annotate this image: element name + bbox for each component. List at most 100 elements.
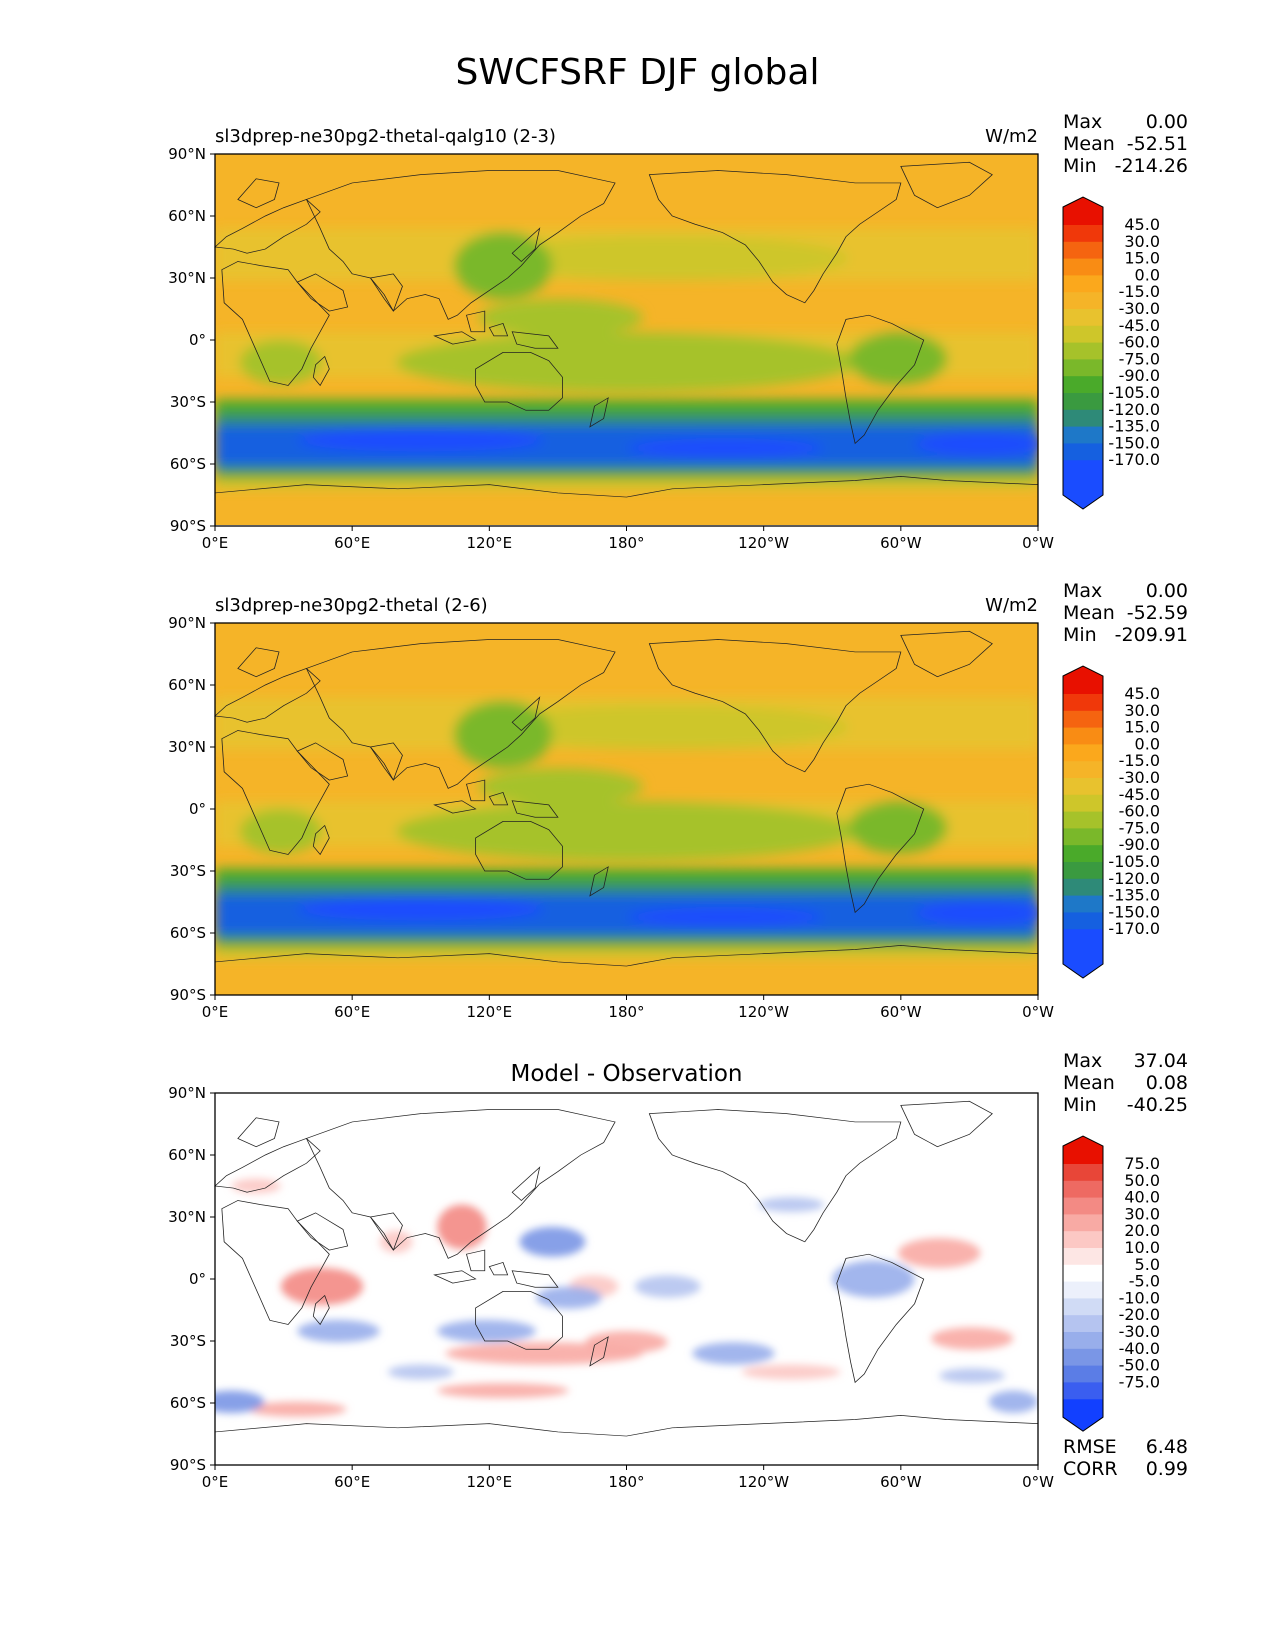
- colorbar-label: -30.0: [1119, 768, 1160, 787]
- colorbar-label: -15.0: [1119, 751, 1160, 770]
- panel-units: W/m2: [985, 126, 1038, 147]
- lon-tick-label: 180°: [608, 534, 644, 552]
- stat-value-corr: 0.99: [1146, 1458, 1188, 1480]
- colorbar-label: 45.0: [1124, 684, 1160, 703]
- colorbar-band: [1063, 1382, 1103, 1400]
- lat-tick-label: 60°N: [168, 1146, 206, 1164]
- colorbar-label: -75.0: [1119, 818, 1160, 837]
- lon-tick-label: 180°: [608, 1003, 644, 1021]
- stat-label-corr: CORR: [1063, 1458, 1118, 1480]
- lon-tick-label: 0°W: [1022, 1473, 1054, 1491]
- lat-tick-label: 90°N: [168, 614, 206, 632]
- stat-value-rmse: 6.48: [1146, 1436, 1188, 1458]
- stat-label-min: Min: [1063, 1094, 1097, 1116]
- colorbar-band: [1063, 1248, 1103, 1266]
- stat-value-mean: -52.59: [1127, 602, 1188, 624]
- colorbar-label: -170.0: [1108, 450, 1160, 469]
- lat-tick-label: 60°S: [170, 1394, 206, 1412]
- colorbar-band: [1063, 376, 1103, 394]
- colorbar-band: [1063, 895, 1103, 913]
- colorbar-band: [1063, 794, 1103, 813]
- colorbar-label: -120.0: [1108, 400, 1160, 419]
- colorbar-band: [1063, 1180, 1103, 1199]
- lat-tick-label: 60°S: [170, 455, 206, 473]
- lon-tick-label: 120°E: [467, 1473, 513, 1491]
- colorbar-label: 30.0: [1124, 701, 1160, 720]
- panel-difference: 0°E 60°E 120°E 180° 120°W 60°W 0°W 90°N 60°N 30°N…: [168, 1050, 1188, 1491]
- lat-tick-label: 30°S: [170, 862, 206, 880]
- colorbar-band: [1063, 443, 1103, 461]
- stat-value-max: 0.00: [1146, 580, 1188, 602]
- colorbar-label: 30.0: [1124, 232, 1160, 251]
- colorbar-band: [1063, 409, 1103, 428]
- colorbar-band: [1063, 1298, 1103, 1316]
- colorbar-band: [1063, 292, 1103, 310]
- field-fill: [215, 1093, 1038, 1465]
- lon-tick-label: 120°E: [467, 1003, 513, 1021]
- colorbar-label: -120.0: [1108, 869, 1160, 888]
- colorbar-label: -150.0: [1108, 902, 1160, 921]
- panel-subtitle: sl3dprep-ne30pg2-thetal (2-6): [215, 595, 488, 616]
- lat-tick-label: 90°S: [170, 986, 206, 1004]
- lat-tick-label: 30°S: [170, 393, 206, 411]
- lat-tick-label: 0°: [189, 800, 206, 818]
- lat-tick-label: 90°S: [170, 517, 206, 535]
- colorbar-label: -50.0: [1119, 1356, 1160, 1375]
- colorbar-label: -45.0: [1119, 785, 1160, 804]
- lat-tick-label: 90°N: [168, 1084, 206, 1102]
- colorbar-band: [1063, 342, 1103, 360]
- colorbar-label: 75.0: [1124, 1154, 1160, 1173]
- colorbar-outline: [1062, 1135, 1104, 1432]
- colorbar-band: [1063, 241, 1103, 260]
- colorbar-band: [1063, 359, 1103, 377]
- stat-value-min: -209.91: [1115, 624, 1188, 646]
- colorbar-label: -75.0: [1119, 349, 1160, 368]
- colorbar-label: 45.0: [1124, 215, 1160, 234]
- colorbar-band: [1063, 1315, 1103, 1333]
- lon-tick-label: 60°E: [334, 1003, 370, 1021]
- stat-label-mean: Mean: [1063, 602, 1115, 624]
- colorbar-band: [1063, 727, 1103, 745]
- stat-value-min: -214.26: [1115, 155, 1188, 177]
- colorbar-band: [1063, 1281, 1103, 1299]
- colorbar-band: [1063, 811, 1103, 829]
- colorbar-label: -105.0: [1108, 383, 1160, 402]
- lat-tick-label: 30°N: [168, 738, 206, 756]
- colorbar-label: -30.0: [1119, 299, 1160, 318]
- colorbar-label: -20.0: [1119, 1305, 1160, 1324]
- colorbar-outline: [1062, 196, 1104, 510]
- stat-value-max: 37.04: [1134, 1050, 1188, 1072]
- colorbar-label: 5.0: [1135, 1255, 1160, 1274]
- colorbar-band: [1063, 460, 1103, 478]
- colorbar-extend-bottom: [1063, 1399, 1103, 1432]
- lon-tick-label: 0°E: [202, 1003, 229, 1021]
- stat-value-mean: -52.51: [1127, 133, 1188, 155]
- colorbar-band: [1063, 1197, 1103, 1215]
- stat-label-max: Max: [1063, 580, 1102, 602]
- stat-label-min: Min: [1063, 624, 1097, 646]
- stat-label-rmse: RMSE: [1063, 1436, 1117, 1458]
- lat-tick-label: 30°N: [168, 269, 206, 287]
- colorbar-band: [1063, 694, 1103, 712]
- colorbar-extend-top: [1063, 197, 1103, 225]
- colorbar-band: [1063, 845, 1103, 863]
- colorbar-label: 40.0: [1124, 1188, 1160, 1207]
- colorbar-label: -90.0: [1119, 366, 1160, 385]
- colorbar-outline: [1062, 665, 1104, 979]
- colorbar-band: [1063, 878, 1103, 897]
- lat-tick-label: 90°S: [170, 1456, 206, 1474]
- panel-test: 0°E 60°E 120°E 180° 120°W 60°W 0°W 90°N 60°N 30°N…: [168, 111, 1188, 552]
- lat-tick-label: 0°: [189, 1270, 206, 1288]
- colorbar-label: -90.0: [1119, 835, 1160, 854]
- colorbar-label: -60.0: [1119, 802, 1160, 821]
- colorbar-extend-bottom: [1063, 946, 1103, 978]
- colorbar-label: 50.0: [1124, 1171, 1160, 1190]
- colorbar-label: -15.0: [1119, 282, 1160, 301]
- colorbar-band: [1063, 275, 1103, 293]
- lon-tick-label: 120°W: [738, 1003, 789, 1021]
- stat-value-min: -40.25: [1127, 1094, 1188, 1116]
- colorbar-label: 20.0: [1124, 1221, 1160, 1240]
- colorbar-band: [1063, 1231, 1103, 1249]
- lat-tick-label: 30°N: [168, 1208, 206, 1226]
